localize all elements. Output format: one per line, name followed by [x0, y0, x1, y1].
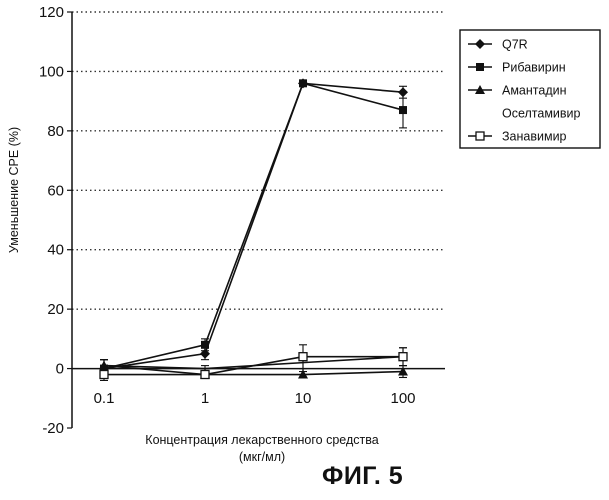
y-tick-label-120: 120 — [39, 4, 64, 21]
legend-label-0: Q7R — [502, 38, 528, 52]
series-0 — [99, 78, 408, 377]
legend-label-1: Рибавирин — [502, 61, 566, 75]
legend-marker-4 — [476, 132, 484, 140]
point-1-3 — [399, 106, 407, 114]
point-4-3 — [399, 353, 407, 361]
y-tick-label-60: 60 — [47, 182, 64, 199]
x-tick-label-100: 100 — [390, 390, 415, 407]
y-tick-label-80: 80 — [47, 123, 64, 140]
series-line-0 — [104, 83, 403, 368]
point-1-2 — [299, 79, 307, 87]
y-tick-label-20: 20 — [47, 301, 64, 318]
y-tick-label-40: 40 — [47, 242, 64, 259]
x-axis-title-line-1: Концентрация лекарственного средства — [145, 433, 378, 447]
y-tick-label-100: 100 — [39, 63, 64, 80]
legend-label-4: Занавимир — [502, 130, 567, 144]
point-1-1 — [201, 341, 209, 349]
x-tick-label-0.1: 0.1 — [94, 390, 115, 407]
series-layer — [99, 78, 408, 380]
legend-label-2: Амантадин — [502, 84, 567, 98]
x-tick-label-1: 1 — [201, 390, 209, 407]
x-axis-title-line-2: (мкг/мл) — [239, 450, 285, 464]
series-1 — [100, 79, 407, 377]
figure-label: ФИГ. 5 — [322, 462, 403, 491]
point-4-0 — [100, 371, 108, 379]
legend: Q7R Рибавирин Амантадин Оселтамивир Занавими… — [460, 30, 600, 148]
legend-marker-1 — [476, 63, 484, 71]
y-tick-label-0: 0 — [56, 361, 64, 378]
legend-item-3: Оселтамивир — [502, 107, 581, 121]
point-4-1 — [201, 371, 209, 379]
gridlines — [72, 12, 445, 309]
y-tick-label--20: -20 — [42, 420, 64, 437]
legend-label-3: Оселтамивир — [502, 107, 581, 121]
series-line-1 — [104, 83, 403, 368]
point-4-2 — [299, 353, 307, 361]
x-tick-label-10: 10 — [295, 390, 312, 407]
y-tick-labels: -20 0 20 40 60 80 100 120 — [39, 4, 64, 437]
x-tick-labels: 0.1 1 10 100 — [94, 390, 416, 407]
y-axis-title: Уменьшение CPE (%) — [7, 127, 21, 253]
